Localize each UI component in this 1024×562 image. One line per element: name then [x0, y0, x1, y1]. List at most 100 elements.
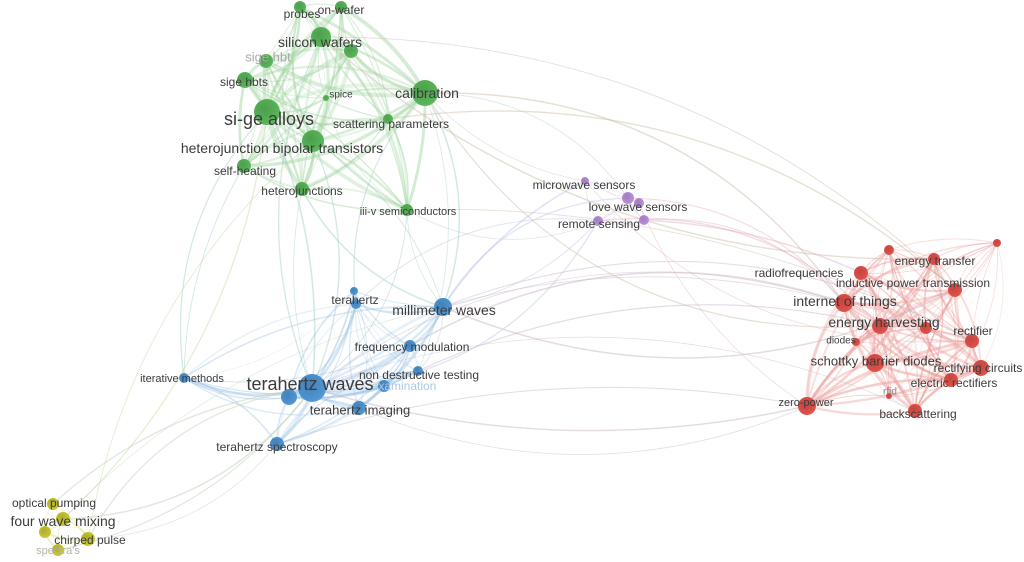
node-chirped-pulse[interactable]: [81, 532, 95, 546]
node-g3b[interactable]: [344, 44, 358, 58]
node-frequency-modulation[interactable]: [404, 340, 416, 352]
node-iii-v-semiconductors[interactable]: [401, 204, 413, 216]
node-p3b[interactable]: [639, 215, 649, 225]
edge: [806, 327, 927, 407]
node-love-wave-sensors[interactable]: [622, 192, 634, 204]
edge: [276, 370, 419, 445]
node-energy-transfer[interactable]: [928, 253, 940, 265]
edge: [442, 220, 599, 308]
edge: [358, 345, 411, 409]
edge: [860, 271, 956, 293]
node-label-terahertz: terahertz: [331, 293, 378, 307]
node-terahertz-imaging[interactable]: [352, 401, 366, 415]
node-electric-rectifiers[interactable]: [944, 373, 958, 387]
node-terahertz-waves[interactable]: [298, 374, 326, 402]
node-zero-power[interactable]: [798, 397, 816, 415]
edge: [353, 92, 426, 305]
node-inductive-power-transmission[interactable]: [948, 283, 962, 297]
node-calibration[interactable]: [412, 80, 438, 106]
edge: [52, 387, 313, 505]
edge: [383, 306, 445, 387]
node-probes[interactable]: [294, 1, 306, 13]
edge: [355, 218, 599, 305]
node-label-radiofrequencies: radiofrequencies: [755, 266, 844, 280]
node-label-frequency-modulation: frequency modulation: [355, 340, 470, 354]
node-energy-harvesting[interactable]: [872, 318, 888, 334]
edge: [409, 271, 845, 347]
node-heterojunctions[interactable]: [295, 182, 309, 196]
edge: [879, 242, 998, 327]
edge: [243, 165, 408, 212]
node-label-optical-pumping: optical pumping: [12, 496, 96, 510]
node-rfid[interactable]: [886, 393, 892, 399]
node-internet-of-things[interactable]: [835, 294, 853, 312]
node-y2b[interactable]: [39, 526, 51, 538]
node-silicon-wafers[interactable]: [311, 27, 331, 47]
edge: [355, 303, 411, 347]
edge: [311, 306, 444, 390]
edge: [888, 249, 952, 381]
node-label-millimeter-waves: millimeter waves: [392, 302, 495, 318]
node-label-spectra-s: spectra's: [36, 545, 80, 557]
edge: [584, 180, 645, 221]
node-spice[interactable]: [323, 95, 329, 101]
edge: [238, 79, 247, 167]
node-on-wafer[interactable]: [335, 1, 347, 13]
node-si-ge-alloys[interactable]: [254, 99, 280, 125]
edge: [888, 249, 918, 412]
edge: [265, 48, 352, 62]
edge: [914, 340, 973, 412]
node-label-internet-of-things: internet of things: [793, 293, 897, 309]
node-millimeter-waves[interactable]: [434, 298, 452, 316]
node-examination[interactable]: [378, 380, 390, 392]
edge: [860, 242, 998, 274]
node-non-destructive-testing[interactable]: [413, 366, 423, 376]
node-p2b[interactable]: [634, 198, 644, 208]
edge: [888, 289, 956, 397]
edge: [340, 6, 408, 211]
node-rectifier[interactable]: [965, 334, 979, 348]
edge: [806, 258, 936, 408]
edge: [424, 92, 845, 304]
edge: [299, 5, 427, 95]
edge: [806, 339, 973, 408]
node-radiofrequencies[interactable]: [854, 266, 868, 280]
edge: [353, 290, 411, 347]
node-self-heating[interactable]: [237, 159, 251, 173]
node-r0[interactable]: [884, 245, 894, 255]
edge: [806, 404, 916, 416]
node-label-rectifier: rectifier: [953, 324, 992, 338]
edge: [933, 258, 973, 342]
node-heterojunction-bipolar-transistors[interactable]: [302, 130, 324, 152]
node-b6b[interactable]: [281, 389, 297, 405]
node-r5b[interactable]: [920, 322, 932, 334]
edge: [276, 385, 385, 445]
node-diodes[interactable]: [852, 338, 860, 346]
node-optical-pumping[interactable]: [47, 498, 59, 510]
node-schottky-barrier-diodes[interactable]: [866, 354, 884, 372]
node-scattering-parameters[interactable]: [383, 114, 393, 124]
edge: [843, 242, 998, 304]
node-remote-sensing[interactable]: [593, 216, 603, 226]
node-r0b[interactable]: [993, 239, 1001, 247]
node-label-terahertz-spectroscopy: terahertz spectroscopy: [216, 440, 337, 454]
node-label-scattering-parameters: scattering parameters: [333, 117, 449, 131]
edge: [843, 301, 983, 370]
edge: [406, 208, 973, 342]
node-four-wave-mixing[interactable]: [56, 512, 70, 526]
node-terahertz[interactable]: [351, 299, 361, 309]
node-sige-hbts[interactable]: [237, 72, 253, 88]
node-terahertz-spectroscopy[interactable]: [270, 437, 284, 451]
edge: [311, 36, 330, 142]
node-sige-hbt[interactable]: [259, 54, 273, 68]
node-microwave-sensors[interactable]: [581, 177, 589, 185]
node-iterative-methods[interactable]: [179, 373, 189, 383]
node-backscattering[interactable]: [908, 404, 922, 418]
node-b1b[interactable]: [350, 287, 358, 295]
edge: [933, 242, 998, 260]
edge: [62, 111, 268, 520]
node-spectra-s[interactable]: [52, 544, 64, 556]
node-rectifying-circuits[interactable]: [973, 360, 989, 376]
